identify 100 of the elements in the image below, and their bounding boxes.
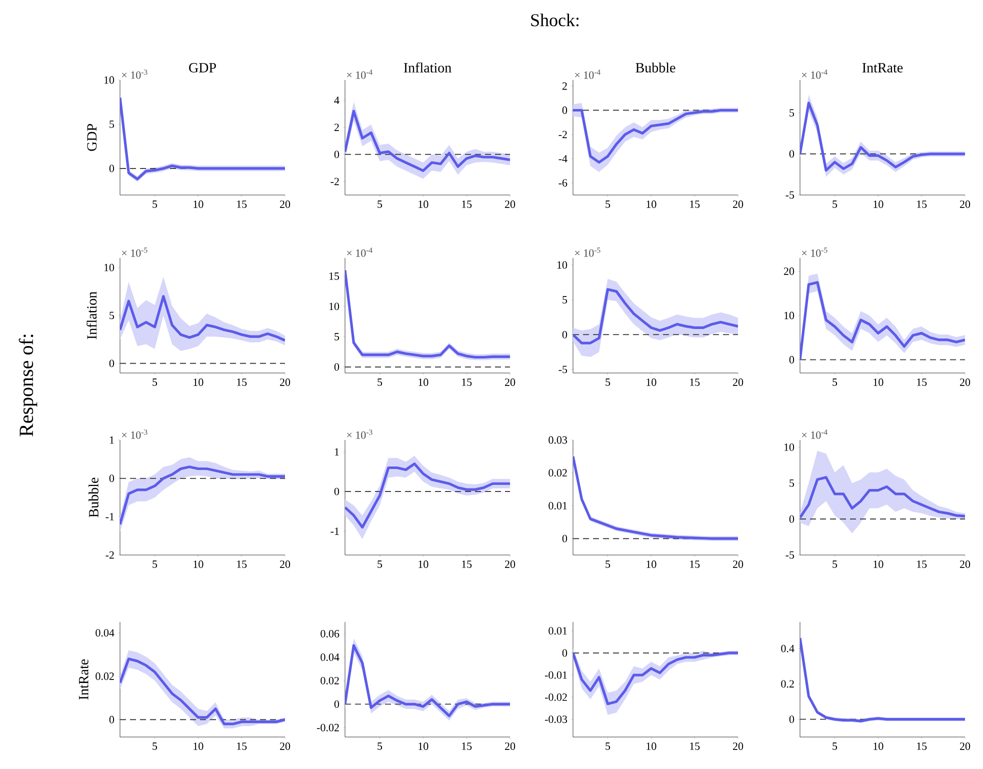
x-tick-label: 5	[152, 378, 158, 386]
y-tick-label: 5	[562, 296, 568, 304]
x-tick-label: 15	[917, 560, 927, 568]
y-tick-label: 5	[790, 479, 794, 487]
y-tick-label: 0.02	[96, 672, 114, 680]
x-tick-label: 15	[690, 742, 700, 750]
y-tick-label: 5	[790, 109, 794, 117]
y-axis-title: GDP	[87, 124, 97, 151]
y-tick-label: 10	[784, 443, 794, 451]
x-tick-label: 20	[960, 200, 970, 208]
x-tick-label: 15	[237, 560, 247, 568]
text: Response of:	[18, 334, 38, 436]
text: × 10$^{-4}$	[575, 70, 600, 79]
x-tick-label: 10	[646, 200, 656, 208]
y-tick-label: 0	[334, 488, 340, 496]
x-tick-label: 20	[504, 200, 516, 208]
y-tick-label: 0	[562, 106, 568, 114]
y-tick-label: 0.4	[781, 644, 794, 652]
x-tick-label: 5	[832, 200, 838, 208]
chart-title: Bubble	[636, 62, 676, 72]
x-tick-label: 20	[732, 742, 744, 750]
x-tick-label: 15	[462, 560, 472, 568]
text: × 10$^{-5}$	[122, 248, 148, 257]
y-tick-label: 4	[334, 96, 340, 104]
x-tick-label: 10	[874, 742, 884, 750]
x-tick-label: 15	[462, 742, 472, 750]
text: × 10$^{-3}$	[347, 430, 372, 439]
y-tick-label: 0	[789, 515, 794, 523]
y-tick-label: -2	[558, 130, 567, 138]
x-tick-label: 20	[960, 742, 970, 750]
y-tick-label: 0.01	[548, 627, 567, 635]
x-tick-label: 20	[280, 200, 290, 208]
y-tick-label: 5	[110, 312, 114, 320]
y-tick-label: 1	[110, 436, 114, 444]
x-tick-label: 20	[280, 378, 290, 386]
y-tick-label: -5	[786, 551, 794, 559]
y-axis-title: Bubble	[88, 478, 98, 518]
y-tick-label: 10	[784, 312, 794, 320]
x-tick-label: 5	[606, 200, 610, 208]
y-tick-label: 0	[789, 716, 794, 724]
chart-title: IntRate	[862, 63, 903, 72]
x-tick-label: 10	[194, 742, 204, 750]
y-tick-label: 0	[109, 360, 114, 368]
text: Shock:	[531, 14, 579, 26]
x-tick-label: 10	[646, 742, 656, 750]
x-tick-label: 20	[280, 742, 290, 750]
y-tick-label: -0.03	[544, 716, 568, 724]
line-series	[800, 476, 966, 519]
y-tick-label: -0.02	[544, 693, 567, 701]
x-tick-label: 10	[418, 200, 428, 208]
line-series	[345, 110, 510, 172]
y-tick-label: -1	[330, 528, 339, 535]
y-tick-label: 0	[562, 330, 568, 338]
y-tick-label: -5	[558, 366, 568, 374]
y-tick-label: 10	[104, 76, 114, 84]
x-tick-label: 5	[832, 742, 838, 750]
y-tick-label: -2	[330, 178, 339, 186]
y-tick-label: 0	[109, 716, 114, 724]
y-tick-label: 2	[562, 82, 567, 90]
x-tick-label: 10	[418, 742, 428, 750]
x-tick-label: 20	[960, 560, 970, 568]
x-tick-label: 10	[194, 378, 204, 386]
x-tick-label: 5	[606, 378, 610, 386]
y-tick-label: -5	[786, 191, 794, 199]
x-tick-label: 20	[732, 378, 744, 386]
y-tick-label: 20	[784, 268, 794, 275]
text: × 10$^{-4}$	[802, 70, 828, 79]
y-tick-label: 1	[334, 448, 339, 456]
x-tick-label: 20	[960, 378, 970, 386]
x-tick-label: 5	[152, 560, 158, 568]
x-tick-label: 10	[874, 200, 884, 208]
x-tick-label: 15	[690, 378, 700, 386]
x-tick-label: 15	[237, 200, 247, 208]
y-tick-label: -4	[558, 155, 568, 162]
y-tick-label: -0.01	[544, 671, 567, 679]
y-tick-label: 10	[104, 264, 114, 272]
y-tick-label: 0	[562, 534, 568, 542]
x-tick-label: 5	[606, 560, 610, 568]
y-tick-label: 0.02	[320, 676, 339, 684]
y-axis-title: Inflation	[86, 292, 97, 340]
text: × 10$^{-4}$	[802, 430, 828, 439]
x-tick-label: 15	[917, 742, 927, 750]
x-tick-label: 5	[152, 200, 158, 208]
text: × 10$^{-3}$	[122, 70, 148, 79]
x-tick-label: 5	[378, 200, 382, 208]
y-tick-label: 0	[334, 150, 340, 158]
x-tick-label: 5	[832, 560, 838, 568]
x-tick-label: 20	[504, 378, 516, 386]
y-tick-label: 10	[329, 302, 340, 310]
x-tick-label: 20	[732, 560, 744, 568]
x-tick-label: 10	[418, 560, 428, 568]
y-tick-label: 0	[109, 474, 114, 482]
x-tick-label: 5	[606, 742, 610, 750]
y-tick-label: 0.02	[548, 469, 567, 477]
x-tick-label: 15	[237, 742, 247, 750]
x-tick-label: 10	[646, 378, 656, 386]
y-tick-label: 0	[789, 356, 794, 364]
x-tick-label: 5	[378, 560, 382, 568]
y-tick-label: -1	[106, 513, 114, 520]
line-series	[573, 288, 738, 344]
